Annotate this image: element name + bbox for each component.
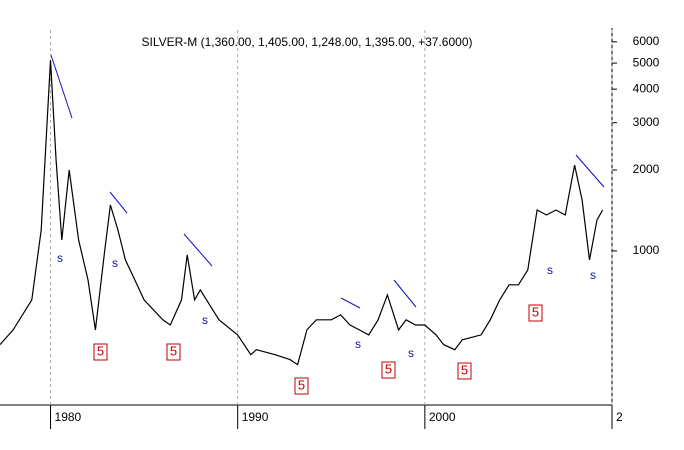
- annotation-box: [93, 343, 108, 361]
- annotation: s: [202, 313, 208, 327]
- y-tick-label: 2000: [633, 162, 660, 176]
- annotation: 5: [385, 361, 392, 376]
- trend-line: [340, 297, 361, 309]
- y-tick-label: 5000: [633, 55, 660, 69]
- x-tick-label: 2: [616, 410, 623, 424]
- annotation: 5: [298, 377, 305, 392]
- annotation: 5: [461, 362, 468, 377]
- y-tick-label: 1000: [633, 243, 660, 257]
- trend-lines: [50, 54, 605, 309]
- y-tick-label: 4000: [633, 81, 660, 95]
- annotation: 5: [170, 343, 177, 358]
- annotations: s s s s s s s 5 5 5 5 5 5: [57, 251, 596, 395]
- chart-title: SILVER-M (1,360.00, 1,405.00, 1,248.00, …: [141, 35, 472, 49]
- annotation-box: [294, 377, 309, 395]
- annotation: s: [57, 251, 63, 265]
- trend-line: [50, 54, 73, 119]
- annotation: s: [112, 256, 118, 270]
- trend-line: [183, 233, 213, 267]
- x-tick-label: 1990: [242, 410, 269, 424]
- trend-line: [575, 154, 605, 188]
- y-tick-label: 3000: [633, 115, 660, 129]
- annotation-box: [166, 343, 181, 361]
- annotation: s: [590, 268, 596, 282]
- annotation-box: [528, 304, 543, 322]
- price-line: [0, 60, 604, 366]
- annotation-box: [381, 361, 396, 379]
- x-tick-label: 2000: [429, 410, 456, 424]
- annotation: 5: [532, 304, 539, 319]
- annotation: s: [408, 346, 414, 360]
- x-tick-label: 1980: [55, 410, 82, 424]
- y-tick-label: 6000: [633, 34, 660, 48]
- annotation: s: [355, 337, 361, 351]
- trend-line: [393, 279, 417, 308]
- annotation-box: [457, 362, 472, 380]
- annotation: s: [547, 263, 553, 277]
- annotation: 5: [97, 343, 104, 358]
- trend-line: [109, 191, 128, 214]
